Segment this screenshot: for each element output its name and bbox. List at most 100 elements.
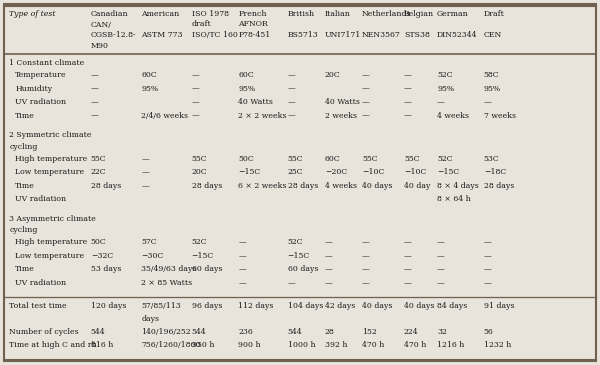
Text: —: — (437, 279, 445, 287)
Text: —: — (484, 252, 491, 260)
Text: —: — (404, 279, 412, 287)
Text: Low temperature: Low temperature (15, 168, 85, 176)
Text: Draft: Draft (484, 10, 505, 18)
Text: 2 Symmetric climate: 2 Symmetric climate (9, 131, 92, 139)
Text: 950 h: 950 h (191, 341, 214, 349)
FancyBboxPatch shape (4, 4, 596, 361)
Text: DIN52344: DIN52344 (437, 31, 478, 39)
Text: 53C: 53C (484, 155, 500, 163)
Text: 95%: 95% (437, 85, 454, 93)
Text: CGSB-12.8-: CGSB-12.8- (91, 31, 136, 39)
Text: M90: M90 (91, 42, 109, 50)
Text: —: — (404, 112, 412, 120)
Text: —: — (362, 252, 370, 260)
Text: 56: 56 (484, 328, 494, 336)
Text: Belgian: Belgian (404, 10, 434, 18)
Text: 55C: 55C (362, 155, 377, 163)
Text: Time: Time (15, 112, 35, 120)
Text: UV radiation: UV radiation (15, 279, 67, 287)
Text: 35/49/63 days: 35/49/63 days (141, 265, 197, 273)
Text: —: — (437, 252, 445, 260)
Text: —: — (191, 85, 199, 93)
Text: ASTM 773: ASTM 773 (141, 31, 183, 39)
Text: —: — (238, 279, 246, 287)
Text: —: — (325, 252, 332, 260)
Text: 1 Constant climate: 1 Constant climate (9, 59, 85, 67)
Text: —: — (362, 85, 370, 93)
Text: —: — (325, 265, 332, 273)
Text: 1232 h: 1232 h (484, 341, 511, 349)
Text: —: — (287, 71, 295, 79)
Text: 57/85/113: 57/85/113 (141, 302, 181, 310)
Text: —: — (287, 98, 295, 106)
Text: —: — (404, 71, 412, 79)
Text: 60 days: 60 days (287, 265, 318, 273)
Text: −18C: −18C (484, 168, 506, 176)
Text: Time at high C and rh: Time at high C and rh (9, 341, 97, 349)
Text: 96 days: 96 days (191, 302, 222, 310)
Text: 84 days: 84 days (437, 302, 467, 310)
Text: —: — (238, 238, 246, 246)
Text: 28: 28 (325, 328, 335, 336)
Text: UV radiation: UV radiation (15, 98, 67, 106)
Text: 28 days: 28 days (484, 182, 514, 190)
Text: 140/196/252: 140/196/252 (141, 328, 191, 336)
Text: —: — (238, 252, 246, 260)
Text: 95%: 95% (238, 85, 256, 93)
Text: Canadian: Canadian (91, 10, 128, 18)
Text: —: — (404, 265, 412, 273)
Text: Low temperature: Low temperature (15, 252, 85, 260)
Text: 20C: 20C (191, 168, 208, 176)
Text: 22C: 22C (91, 168, 106, 176)
Text: 50C: 50C (91, 238, 107, 246)
Text: High temperature: High temperature (15, 155, 88, 163)
Text: Time: Time (15, 182, 35, 190)
Text: Type of test: Type of test (9, 10, 56, 18)
Text: days: days (141, 315, 159, 323)
Text: 95%: 95% (141, 85, 158, 93)
Text: 2 weeks: 2 weeks (325, 112, 357, 120)
Text: 112 days: 112 days (238, 302, 274, 310)
Text: −20C: −20C (325, 168, 347, 176)
Text: −10C: −10C (362, 168, 385, 176)
Text: 57C: 57C (141, 238, 157, 246)
Text: 40 days: 40 days (362, 182, 392, 190)
Text: 60C: 60C (141, 71, 157, 79)
Text: 3 Asymmetric climate: 3 Asymmetric climate (9, 215, 96, 223)
Text: French: French (238, 10, 267, 18)
Text: —: — (141, 155, 149, 163)
Text: 236: 236 (238, 328, 253, 336)
Text: 544: 544 (191, 328, 206, 336)
Text: 55C: 55C (404, 155, 419, 163)
Text: 470 h: 470 h (404, 341, 427, 349)
Text: —: — (404, 85, 412, 93)
Text: 756/1260/1800: 756/1260/1800 (141, 341, 201, 349)
Text: —: — (287, 112, 295, 120)
Text: −30C: −30C (141, 252, 164, 260)
Text: −15C: −15C (437, 168, 459, 176)
Text: 40 days: 40 days (404, 302, 434, 310)
Text: 52C: 52C (191, 238, 207, 246)
Text: NEN3567: NEN3567 (362, 31, 401, 39)
Text: 52C: 52C (437, 155, 452, 163)
Text: —: — (191, 71, 199, 79)
Text: —: — (141, 182, 149, 190)
Text: cycling: cycling (9, 143, 38, 151)
Text: ISO/TC 160: ISO/TC 160 (191, 31, 238, 39)
Text: 8 × 4 days: 8 × 4 days (437, 182, 479, 190)
Text: draft: draft (191, 20, 211, 28)
Text: —: — (287, 85, 295, 93)
Text: ISO 1978: ISO 1978 (191, 10, 229, 18)
Text: AFNOR: AFNOR (238, 20, 268, 28)
Text: 6 × 2 weeks: 6 × 2 weeks (238, 182, 287, 190)
Text: Humidity: Humidity (15, 85, 52, 93)
Text: UV radiation: UV radiation (15, 195, 67, 203)
Text: 544: 544 (287, 328, 302, 336)
Text: High temperature: High temperature (15, 238, 88, 246)
Text: Italian: Italian (325, 10, 350, 18)
Text: −15C: −15C (191, 252, 214, 260)
Text: —: — (238, 265, 246, 273)
Text: —: — (437, 98, 445, 106)
Text: 470 h: 470 h (362, 341, 385, 349)
Text: —: — (91, 85, 98, 93)
